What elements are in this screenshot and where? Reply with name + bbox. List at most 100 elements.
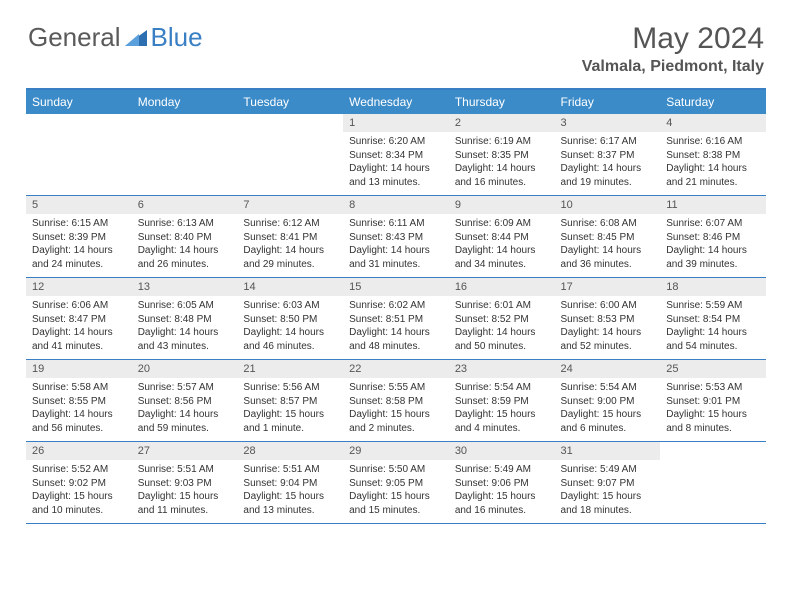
- day-number: 30: [449, 442, 555, 460]
- calendar-cell: 18Sunrise: 5:59 AMSunset: 8:54 PMDayligh…: [660, 278, 766, 360]
- day-number: 6: [132, 196, 238, 214]
- day-number: 8: [343, 196, 449, 214]
- calendar-cell: 26Sunrise: 5:52 AMSunset: 9:02 PMDayligh…: [26, 442, 132, 524]
- calendar-cell: 14Sunrise: 6:03 AMSunset: 8:50 PMDayligh…: [237, 278, 343, 360]
- day-number: 22: [343, 360, 449, 378]
- calendar-cell-empty: .: [132, 114, 238, 196]
- calendar-cell: 23Sunrise: 5:54 AMSunset: 8:59 PMDayligh…: [449, 360, 555, 442]
- calendar-cell: 19Sunrise: 5:58 AMSunset: 8:55 PMDayligh…: [26, 360, 132, 442]
- day-details: Sunrise: 6:06 AMSunset: 8:47 PMDaylight:…: [26, 296, 132, 359]
- day-details: Sunrise: 6:17 AMSunset: 8:37 PMDaylight:…: [555, 132, 661, 195]
- day-number: 4: [660, 114, 766, 132]
- weekday-header: Wednesday: [343, 90, 449, 114]
- calendar-cell: 3Sunrise: 6:17 AMSunset: 8:37 PMDaylight…: [555, 114, 661, 196]
- calendar-cell: 4Sunrise: 6:16 AMSunset: 8:38 PMDaylight…: [660, 114, 766, 196]
- weekday-header: Saturday: [660, 90, 766, 114]
- day-details: Sunrise: 5:57 AMSunset: 8:56 PMDaylight:…: [132, 378, 238, 441]
- day-details: Sunrise: 6:00 AMSunset: 8:53 PMDaylight:…: [555, 296, 661, 359]
- day-details: Sunrise: 6:01 AMSunset: 8:52 PMDaylight:…: [449, 296, 555, 359]
- day-details: Sunrise: 5:53 AMSunset: 9:01 PMDaylight:…: [660, 378, 766, 441]
- day-number: 18: [660, 278, 766, 296]
- weekday-header: Sunday: [26, 90, 132, 114]
- day-details: Sunrise: 5:49 AMSunset: 9:07 PMDaylight:…: [555, 460, 661, 523]
- weekday-row: SundayMondayTuesdayWednesdayThursdayFrid…: [26, 90, 766, 114]
- day-details: Sunrise: 6:09 AMSunset: 8:44 PMDaylight:…: [449, 214, 555, 277]
- title-block: May 2024 Valmala, Piedmont, Italy: [582, 22, 764, 76]
- weekday-header: Thursday: [449, 90, 555, 114]
- day-details: Sunrise: 5:59 AMSunset: 8:54 PMDaylight:…: [660, 296, 766, 359]
- calendar-cell: 7Sunrise: 6:12 AMSunset: 8:41 PMDaylight…: [237, 196, 343, 278]
- day-number: 14: [237, 278, 343, 296]
- calendar-cell: 20Sunrise: 5:57 AMSunset: 8:56 PMDayligh…: [132, 360, 238, 442]
- day-details: Sunrise: 6:11 AMSunset: 8:43 PMDaylight:…: [343, 214, 449, 277]
- calendar-cell: 5Sunrise: 6:15 AMSunset: 8:39 PMDaylight…: [26, 196, 132, 278]
- calendar-cell: 6Sunrise: 6:13 AMSunset: 8:40 PMDaylight…: [132, 196, 238, 278]
- day-number: 25: [660, 360, 766, 378]
- calendar-cell: 17Sunrise: 6:00 AMSunset: 8:53 PMDayligh…: [555, 278, 661, 360]
- day-details: Sunrise: 6:05 AMSunset: 8:48 PMDaylight:…: [132, 296, 238, 359]
- calendar-cell: 22Sunrise: 5:55 AMSunset: 8:58 PMDayligh…: [343, 360, 449, 442]
- calendar-cell: 24Sunrise: 5:54 AMSunset: 9:00 PMDayligh…: [555, 360, 661, 442]
- calendar-row: 19Sunrise: 5:58 AMSunset: 8:55 PMDayligh…: [26, 360, 766, 442]
- calendar-body: . . . 1Sunrise: 6:20 AMSunset: 8:34 PMDa…: [26, 114, 766, 524]
- calendar-row: 26Sunrise: 5:52 AMSunset: 9:02 PMDayligh…: [26, 442, 766, 524]
- day-details: Sunrise: 5:51 AMSunset: 9:03 PMDaylight:…: [132, 460, 238, 523]
- weekday-header: Friday: [555, 90, 661, 114]
- day-details: Sunrise: 5:49 AMSunset: 9:06 PMDaylight:…: [449, 460, 555, 523]
- page-header: General Blue May 2024 Valmala, Piedmont,…: [0, 0, 792, 84]
- day-number: 13: [132, 278, 238, 296]
- calendar-cell-empty: .: [237, 114, 343, 196]
- calendar-cell: 9Sunrise: 6:09 AMSunset: 8:44 PMDaylight…: [449, 196, 555, 278]
- day-details: Sunrise: 5:52 AMSunset: 9:02 PMDaylight:…: [26, 460, 132, 523]
- calendar-cell: 1Sunrise: 6:20 AMSunset: 8:34 PMDaylight…: [343, 114, 449, 196]
- day-details: Sunrise: 5:54 AMSunset: 8:59 PMDaylight:…: [449, 378, 555, 441]
- calendar-cell: 31Sunrise: 5:49 AMSunset: 9:07 PMDayligh…: [555, 442, 661, 524]
- calendar-cell-empty: .: [660, 442, 766, 524]
- day-details: Sunrise: 6:02 AMSunset: 8:51 PMDaylight:…: [343, 296, 449, 359]
- day-number: 17: [555, 278, 661, 296]
- logo: General Blue: [28, 22, 203, 53]
- calendar-cell: 29Sunrise: 5:50 AMSunset: 9:05 PMDayligh…: [343, 442, 449, 524]
- day-details: Sunrise: 6:19 AMSunset: 8:35 PMDaylight:…: [449, 132, 555, 195]
- calendar-cell: 8Sunrise: 6:11 AMSunset: 8:43 PMDaylight…: [343, 196, 449, 278]
- day-number: 2: [449, 114, 555, 132]
- day-details: Sunrise: 5:56 AMSunset: 8:57 PMDaylight:…: [237, 378, 343, 441]
- day-number: 11: [660, 196, 766, 214]
- day-details: Sunrise: 5:51 AMSunset: 9:04 PMDaylight:…: [237, 460, 343, 523]
- day-details: Sunrise: 5:58 AMSunset: 8:55 PMDaylight:…: [26, 378, 132, 441]
- day-number: 12: [26, 278, 132, 296]
- day-number: 20: [132, 360, 238, 378]
- calendar-cell: 11Sunrise: 6:07 AMSunset: 8:46 PMDayligh…: [660, 196, 766, 278]
- day-details: Sunrise: 5:50 AMSunset: 9:05 PMDaylight:…: [343, 460, 449, 523]
- day-number: 29: [343, 442, 449, 460]
- day-number: 16: [449, 278, 555, 296]
- logo-text-blue: Blue: [151, 22, 203, 53]
- day-details: Sunrise: 6:16 AMSunset: 8:38 PMDaylight:…: [660, 132, 766, 195]
- calendar-cell: 13Sunrise: 6:05 AMSunset: 8:48 PMDayligh…: [132, 278, 238, 360]
- calendar-cell: 27Sunrise: 5:51 AMSunset: 9:03 PMDayligh…: [132, 442, 238, 524]
- calendar-row: 12Sunrise: 6:06 AMSunset: 8:47 PMDayligh…: [26, 278, 766, 360]
- calendar-cell: 30Sunrise: 5:49 AMSunset: 9:06 PMDayligh…: [449, 442, 555, 524]
- calendar-cell: 2Sunrise: 6:19 AMSunset: 8:35 PMDaylight…: [449, 114, 555, 196]
- weekday-header: Monday: [132, 90, 238, 114]
- calendar-row: 5Sunrise: 6:15 AMSunset: 8:39 PMDaylight…: [26, 196, 766, 278]
- calendar-cell: 25Sunrise: 5:53 AMSunset: 9:01 PMDayligh…: [660, 360, 766, 442]
- calendar-cell: 16Sunrise: 6:01 AMSunset: 8:52 PMDayligh…: [449, 278, 555, 360]
- day-details: Sunrise: 5:55 AMSunset: 8:58 PMDaylight:…: [343, 378, 449, 441]
- day-number: 7: [237, 196, 343, 214]
- day-number: 3: [555, 114, 661, 132]
- calendar-table: SundayMondayTuesdayWednesdayThursdayFrid…: [26, 90, 766, 524]
- day-number: 21: [237, 360, 343, 378]
- day-details: Sunrise: 6:08 AMSunset: 8:45 PMDaylight:…: [555, 214, 661, 277]
- day-details: Sunrise: 6:13 AMSunset: 8:40 PMDaylight:…: [132, 214, 238, 277]
- day-number: 27: [132, 442, 238, 460]
- day-number: 23: [449, 360, 555, 378]
- day-number: 1: [343, 114, 449, 132]
- day-details: Sunrise: 6:15 AMSunset: 8:39 PMDaylight:…: [26, 214, 132, 277]
- day-details: Sunrise: 6:03 AMSunset: 8:50 PMDaylight:…: [237, 296, 343, 359]
- calendar-cell: 15Sunrise: 6:02 AMSunset: 8:51 PMDayligh…: [343, 278, 449, 360]
- page-title: May 2024: [582, 22, 764, 56]
- day-number: 10: [555, 196, 661, 214]
- day-details: Sunrise: 5:54 AMSunset: 9:00 PMDaylight:…: [555, 378, 661, 441]
- day-number: 19: [26, 360, 132, 378]
